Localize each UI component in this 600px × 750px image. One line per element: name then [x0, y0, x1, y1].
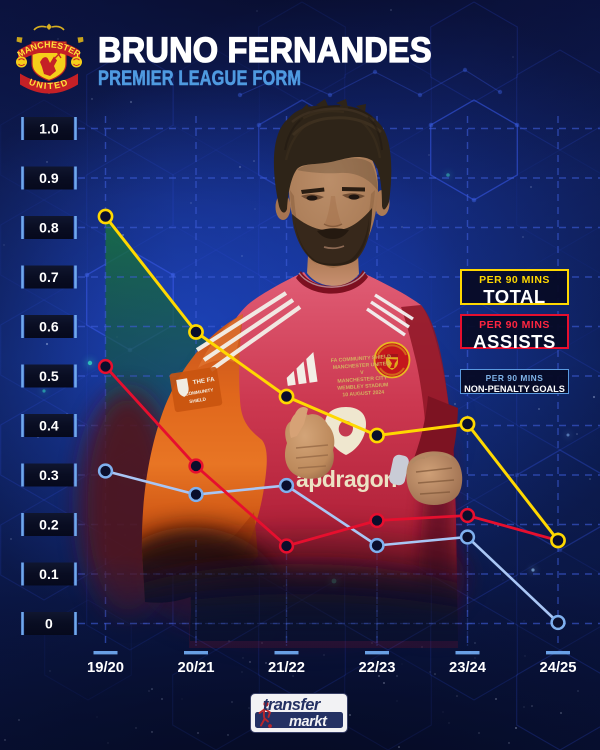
svg-text:0.8: 0.8 [39, 220, 59, 236]
svg-text:MANCHESTER CITY: MANCHESTER CITY [337, 375, 388, 385]
svg-text:0.4: 0.4 [39, 418, 59, 434]
svg-text:0.7: 0.7 [39, 269, 59, 285]
svg-text:20/21: 20/21 [177, 660, 214, 676]
svg-text:10 AUGUST 2024: 10 AUGUST 2024 [342, 389, 384, 398]
svg-text:V: V [360, 370, 364, 376]
svg-text:0.5: 0.5 [39, 368, 59, 384]
svg-text:SHIELD: SHIELD [189, 396, 207, 404]
svg-text:0: 0 [45, 616, 53, 632]
svg-text:WEMBLEY STADIUM: WEMBLEY STADIUM [337, 382, 388, 392]
svg-text:UNITED: UNITED [28, 77, 71, 91]
svg-text:24/25: 24/25 [539, 660, 576, 676]
svg-text:21/22: 21/22 [268, 660, 305, 676]
svg-text:0.1: 0.1 [39, 566, 59, 582]
svg-text:22/23: 22/23 [358, 660, 395, 676]
svg-text:THE FA: THE FA [192, 376, 215, 386]
svg-text:23/24: 23/24 [449, 660, 487, 676]
svg-text:0.3: 0.3 [39, 467, 59, 483]
svg-text:0.2: 0.2 [39, 517, 59, 533]
svg-text:MANCHESTER UNITED: MANCHESTER UNITED [333, 361, 391, 371]
svg-text:0.6: 0.6 [39, 319, 59, 335]
svg-text:FA COMMUNITY SHIELD: FA COMMUNITY SHIELD [331, 354, 392, 364]
svg-text:0.9: 0.9 [39, 170, 59, 186]
svg-text:19/20: 19/20 [87, 660, 124, 676]
svg-text:COMMUNITY: COMMUNITY [185, 387, 214, 396]
svg-text:1.0: 1.0 [39, 121, 59, 137]
